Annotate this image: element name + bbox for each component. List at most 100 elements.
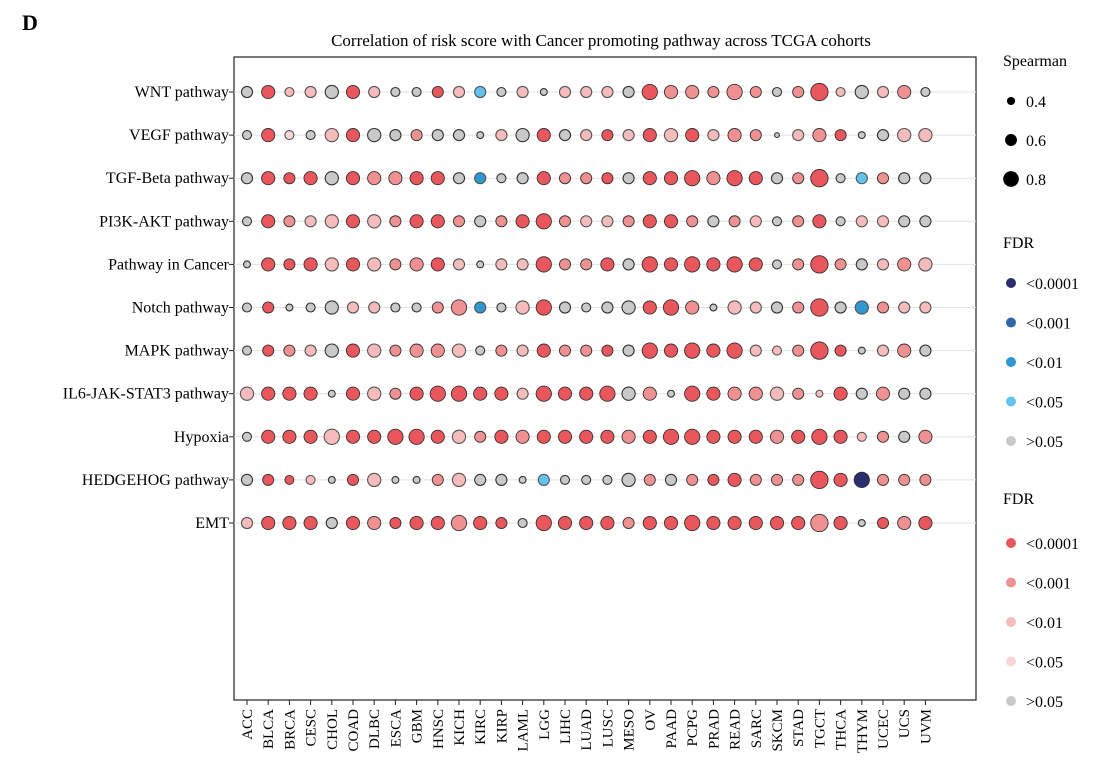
x-tick-label: UVM xyxy=(918,709,934,744)
data-point xyxy=(409,257,424,272)
y-tick-label: IL6-JAK-STAT3 pathway xyxy=(63,386,229,403)
x-tick-label: ESCA xyxy=(388,709,404,748)
data-point xyxy=(474,301,487,314)
data-point xyxy=(327,475,336,484)
data-point xyxy=(792,129,805,142)
data-point xyxy=(261,128,276,143)
data-point xyxy=(855,172,868,185)
data-point xyxy=(389,517,402,530)
data-point xyxy=(494,386,509,401)
data-point xyxy=(641,342,658,359)
data-point xyxy=(474,85,487,99)
data-point xyxy=(684,385,701,402)
data-point xyxy=(390,86,401,98)
data-point xyxy=(539,88,548,97)
data-point xyxy=(305,474,316,485)
data-point xyxy=(558,301,572,314)
y-tick-label: Hypoxia xyxy=(174,429,229,446)
data-point xyxy=(391,475,400,484)
data-point xyxy=(749,85,762,98)
data-point xyxy=(324,343,339,358)
data-point xyxy=(622,129,635,142)
data-point xyxy=(897,257,912,272)
data-point xyxy=(728,215,741,228)
data-point xyxy=(325,516,338,530)
data-point xyxy=(792,215,805,228)
data-point xyxy=(580,129,593,142)
data-point xyxy=(726,83,743,101)
data-point xyxy=(557,386,573,401)
data-point xyxy=(919,301,932,314)
data-point xyxy=(282,515,297,531)
data-point xyxy=(261,84,276,100)
data-point xyxy=(875,386,891,401)
data-point xyxy=(474,430,487,443)
x-tick-label: BLCA xyxy=(261,709,277,749)
data-point xyxy=(241,431,253,442)
x-tick-label: KIRP xyxy=(494,709,510,743)
data-point xyxy=(686,215,699,228)
data-point xyxy=(450,514,468,532)
data-point xyxy=(709,303,718,312)
x-tick-label: THYM xyxy=(855,709,871,753)
data-point xyxy=(812,214,827,229)
data-point xyxy=(877,172,890,185)
data-point xyxy=(857,346,866,355)
fdr-legend-dot xyxy=(1006,317,1016,328)
data-point xyxy=(431,85,444,98)
data-point xyxy=(641,83,658,101)
data-point xyxy=(431,473,444,486)
data-point xyxy=(535,256,552,273)
data-points xyxy=(239,82,933,533)
data-point xyxy=(516,172,529,185)
fdr-legend-label: <0.01 xyxy=(1026,355,1063,372)
data-point xyxy=(346,301,360,314)
data-point xyxy=(518,475,527,484)
data-point xyxy=(769,515,785,531)
data-point xyxy=(663,343,679,358)
data-point xyxy=(727,300,742,315)
data-point xyxy=(430,171,445,186)
data-point xyxy=(473,515,488,531)
data-point xyxy=(749,215,762,228)
data-point xyxy=(579,386,594,401)
x-tick-label: UCS xyxy=(897,709,913,738)
x-tick-label: SARC xyxy=(749,709,765,748)
data-point xyxy=(898,473,911,486)
x-tick-label: PRAD xyxy=(706,709,722,749)
data-point xyxy=(771,259,783,270)
data-point xyxy=(452,258,466,271)
data-point xyxy=(835,86,846,98)
fdr-legend-label: <0.05 xyxy=(1026,655,1063,672)
data-point xyxy=(559,258,572,271)
data-point xyxy=(367,127,382,143)
data-point xyxy=(602,474,613,485)
data-point xyxy=(580,258,593,271)
data-point xyxy=(580,344,593,357)
data-point xyxy=(450,299,468,316)
size-legend-label: 0.4 xyxy=(1026,94,1046,111)
negative-fdr-legend-title: FDR xyxy=(1003,235,1034,252)
data-point xyxy=(920,86,931,98)
fdr-legend-label: <0.05 xyxy=(1026,395,1063,412)
data-point xyxy=(919,344,932,357)
data-point xyxy=(262,473,275,486)
x-tick-label: OV xyxy=(643,709,659,731)
data-point xyxy=(774,132,780,139)
data-point xyxy=(452,85,466,99)
data-point xyxy=(642,128,657,143)
data-point xyxy=(367,214,382,229)
data-point xyxy=(303,171,318,186)
data-point xyxy=(516,344,529,357)
data-point xyxy=(476,131,485,140)
data-point xyxy=(517,517,528,529)
data-point xyxy=(496,86,507,98)
data-point xyxy=(367,472,382,488)
x-tick-label: THCA xyxy=(834,709,850,750)
data-point xyxy=(834,258,847,271)
data-point xyxy=(897,515,912,531)
size-legend-dot xyxy=(1003,171,1019,187)
data-point xyxy=(409,386,424,401)
data-point xyxy=(748,429,763,444)
fdr-legend-label: <0.001 xyxy=(1026,576,1071,593)
